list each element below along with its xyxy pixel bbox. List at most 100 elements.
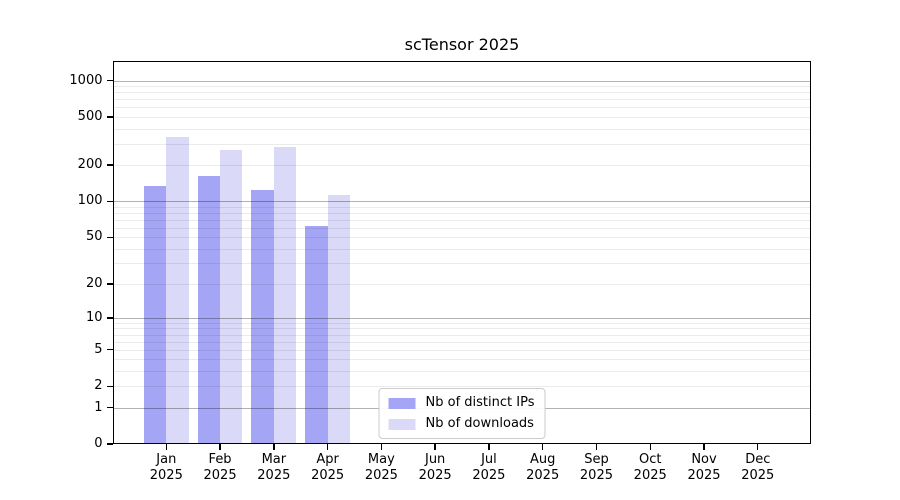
bar-downloads: [220, 149, 243, 444]
gridline-minor: [113, 334, 811, 336]
x-tick-month: Mar: [261, 452, 287, 467]
x-tick-label: Mar 2025: [242, 452, 306, 483]
x-tick-month: Jul: [481, 452, 497, 467]
x-tick-label: Dec 2025: [726, 452, 790, 483]
y-tick-mark: [106, 443, 113, 445]
x-tick-month: Oct: [638, 452, 662, 467]
bar-distinct-ips: [197, 176, 221, 444]
x-tick-month: Nov: [691, 452, 717, 467]
x-tick-mark: [757, 444, 759, 450]
x-tick-month: Jun: [424, 452, 446, 467]
y-tick-mark: [106, 406, 113, 409]
gridline-minor: [113, 117, 811, 119]
x-tick-label: May 2025: [349, 452, 413, 483]
legend-item: Nb of downloads: [388, 416, 535, 432]
gridline-minor: [113, 263, 811, 265]
gridline-major: [113, 317, 811, 319]
gridline-minor: [113, 128, 811, 130]
x-tick-month: Aug: [529, 452, 556, 467]
legend: Nb of distinct IPs Nb of downloads: [378, 388, 546, 439]
x-tick-year: 2025: [633, 467, 667, 483]
y-tick-mark: [106, 236, 113, 238]
x-tick-year: 2025: [472, 467, 506, 483]
y-tick-mark: [106, 79, 113, 82]
x-tick-label: Jul 2025: [457, 452, 521, 483]
gridline-minor: [113, 99, 811, 101]
gridline-minor: [113, 107, 811, 109]
x-tick-mark: [434, 444, 436, 450]
x-tick-label: Sep 2025: [564, 452, 628, 483]
legend-swatch-distinct-ips: [388, 397, 416, 409]
gridline-minor: [113, 359, 811, 361]
x-tick-year: 2025: [311, 467, 345, 483]
gridline-minor: [113, 92, 811, 94]
x-tick-mark: [488, 444, 490, 450]
x-tick-year: 2025: [741, 467, 775, 483]
y-tick-label: 200: [77, 157, 103, 173]
y-tick-label: 100: [77, 193, 103, 209]
x-tick-month: Jan: [156, 452, 177, 467]
x-tick-month: Sep: [584, 452, 609, 467]
y-tick-label: 20: [85, 275, 103, 291]
gridline-minor: [113, 219, 811, 221]
y-tick-label: 50: [85, 229, 103, 245]
x-tick-month: Dec: [745, 452, 771, 467]
x-tick-mark: [165, 444, 167, 450]
x-tick-mark: [595, 444, 598, 450]
gridline-major: [113, 201, 811, 203]
x-tick-year: 2025: [526, 467, 560, 483]
bar-downloads: [166, 137, 189, 444]
x-tick-mark: [380, 444, 383, 450]
x-tick-year: 2025: [149, 467, 183, 483]
x-tick-year: 2025: [203, 467, 237, 483]
y-tick-mark: [106, 283, 113, 285]
x-tick-label: Apr 2025: [296, 452, 360, 483]
x-tick-year: 2025: [364, 467, 398, 483]
x-tick-year: 2025: [579, 467, 613, 483]
x-tick-month: Feb: [208, 452, 232, 467]
x-tick-mark: [541, 444, 544, 450]
x-tick-label: Oct 2025: [618, 452, 682, 483]
x-tick-label: Jan 2025: [134, 452, 198, 483]
legend-swatch-downloads: [388, 418, 416, 430]
gridline-minor: [113, 143, 811, 145]
y-tick-mark: [106, 164, 113, 166]
x-tick-label: Aug 2025: [511, 452, 575, 483]
gridline-minor: [113, 206, 811, 208]
y-tick-mark: [106, 349, 113, 351]
y-tick-label: 5: [94, 341, 103, 357]
x-tick-mark: [326, 444, 329, 450]
x-tick-label: Jun 2025: [403, 452, 467, 483]
plot-area: Nb of distinct IPs Nb of downloads: [113, 61, 811, 444]
x-tick-year: 2025: [257, 467, 291, 483]
gridline-minor: [113, 165, 811, 167]
y-tick-label: 1000: [69, 72, 103, 88]
y-tick-mark: [106, 116, 113, 118]
bar-downloads: [327, 194, 350, 444]
y-tick-mark: [106, 317, 113, 319]
bar-distinct-ips: [251, 189, 274, 444]
bar-downloads: [273, 146, 297, 444]
gridline-minor: [113, 349, 811, 351]
legend-label: Nb of distinct IPs: [425, 395, 535, 410]
gridline-minor: [113, 341, 811, 343]
y-tick-label: 500: [77, 109, 103, 125]
gridline-minor: [113, 248, 811, 250]
x-tick-mark: [219, 444, 221, 450]
y-tick-label: 2: [94, 378, 103, 394]
gridline-major: [113, 80, 811, 82]
gridline-minor: [113, 237, 811, 239]
gridline-minor: [113, 322, 811, 324]
x-tick-label: Nov 2025: [672, 452, 736, 483]
y-tick-label: 1: [94, 399, 103, 415]
x-tick-mark: [703, 444, 705, 450]
x-tick-mark: [273, 444, 275, 450]
gridline-minor: [113, 371, 811, 373]
x-tick-month: Apr: [316, 452, 339, 467]
legend-label: Nb of downloads: [425, 416, 534, 431]
x-tick-year: 2025: [418, 467, 452, 483]
x-tick-month: May: [367, 452, 395, 467]
gridline-minor: [113, 227, 811, 229]
bar-distinct-ips: [305, 226, 328, 444]
